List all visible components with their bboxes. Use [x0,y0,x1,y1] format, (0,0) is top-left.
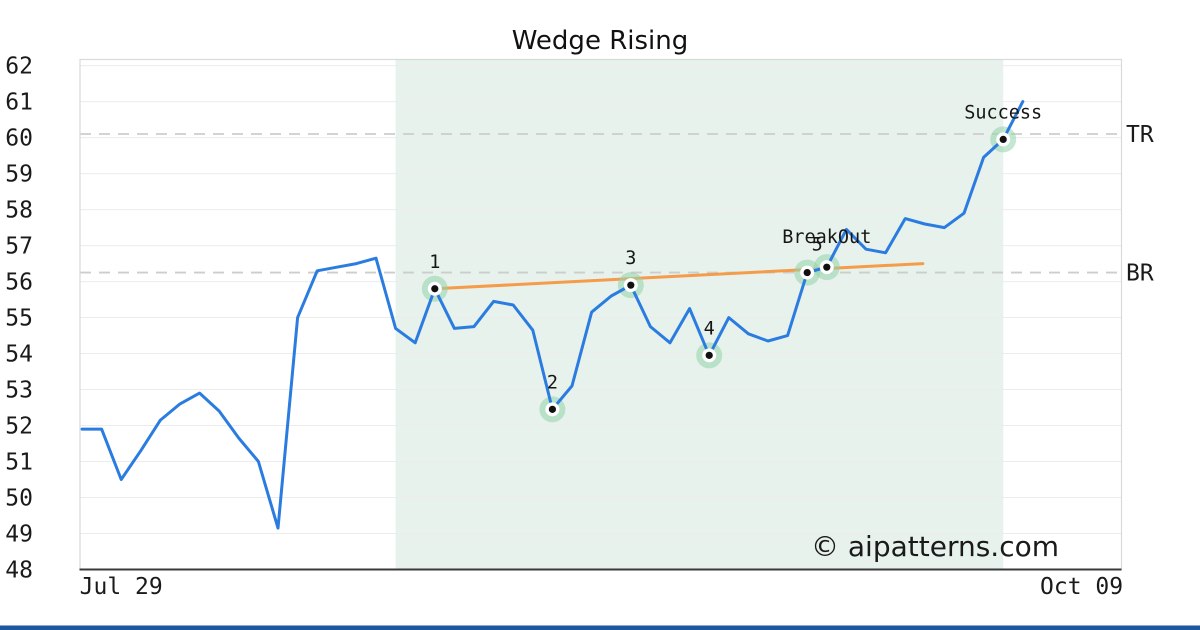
marker-dot [803,268,811,277]
marker-dot [999,135,1007,144]
y-tick-label: 48 [5,558,33,584]
y-tick-label: 62 [5,54,33,80]
marker-dot [823,263,831,271]
watermark: © aipatterns.com [811,530,1059,563]
bottom-bar [0,625,1200,630]
chart-title: Wedge Rising [512,26,689,56]
gridlines [80,65,1122,570]
y-tick-label: 58 [5,198,33,224]
y-tick-label: 60 [5,126,33,152]
pattern-shade-region [395,59,1004,570]
level-label-br: BR [1126,261,1154,287]
y-tick-label: 51 [5,450,33,476]
marker-dots [427,132,1011,417]
y-tick-label: 49 [5,522,33,548]
y-tick-label: 56 [5,270,33,296]
marker-label-1: 1 [429,252,440,273]
marker-dot [431,285,439,293]
marker-dot [627,281,635,289]
marker-label-3: 3 [625,248,636,269]
x-axis-tick-labels: Jul 29 Oct 09 [80,574,1123,600]
y-tick-label: 61 [5,90,33,116]
level-label-tr: TR [1126,122,1154,148]
y-tick-label: 59 [5,162,33,188]
x-tick-label: Oct 09 [1040,574,1123,600]
y-tick-label: 50 [5,486,33,512]
marker-dot [705,351,713,359]
y-tick-label: 55 [5,306,33,332]
x-tick-label: Jul 29 [80,574,163,600]
marker-dot [548,405,557,413]
y-tick-label: 54 [5,342,33,368]
level-lines [80,133,1122,274]
y-tick-label: 52 [5,414,33,440]
level-labels: TR BR [1126,122,1154,287]
y-tick-label: 57 [5,234,33,260]
marker-label-2: 2 [547,372,558,393]
y-axis-tick-labels: 48 49 50 51 52 53 54 55 56 57 58 59 60 61 62 [5,54,33,584]
marker-label-breakout: BreakOut [782,227,871,248]
trendline [433,262,925,291]
marker-label-5: 5 [812,235,823,256]
y-tick-label: 53 [5,378,33,404]
marker-label-4: 4 [704,318,715,339]
marker-label-success: Success [964,102,1042,123]
